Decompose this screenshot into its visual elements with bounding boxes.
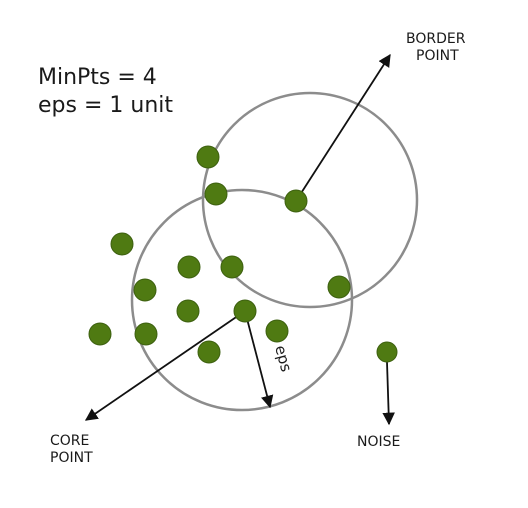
data-point — [88, 322, 112, 346]
data-point — [110, 232, 134, 256]
eps-arrow-label: eps — [271, 343, 295, 373]
minpts-parameter: MinPts = 4 — [38, 65, 157, 90]
core-eps-circle — [130, 188, 354, 412]
data-point — [133, 278, 157, 302]
data-point — [204, 182, 228, 206]
data-point — [177, 255, 201, 279]
border-point-arrow — [295, 53, 391, 202]
core-label-line2: POINT — [50, 450, 93, 466]
data-point — [220, 255, 244, 279]
noise-point — [376, 341, 398, 363]
eps-parameter: eps = 1 unit — [38, 93, 173, 118]
data-point — [327, 275, 351, 299]
noise-label: NOISE — [357, 434, 401, 450]
core-point-arrow — [84, 310, 246, 421]
border-point-label: BORDER POINT — [406, 31, 465, 65]
border-label-line1: BORDER — [406, 31, 466, 47]
border-point — [284, 189, 308, 213]
border-label-line2: POINT — [416, 48, 459, 64]
core-point — [233, 299, 257, 323]
core-label-line1: CORE — [50, 433, 90, 449]
core-point-label: CORE POINT — [50, 433, 93, 467]
data-point — [134, 322, 158, 346]
noise-arrow — [382, 361, 395, 426]
eps-radius-arrow — [244, 310, 274, 409]
data-points — [88, 145, 398, 364]
border-eps-circle — [201, 91, 419, 309]
data-point — [265, 319, 289, 343]
data-point — [176, 299, 200, 323]
data-point — [197, 340, 221, 364]
data-point — [196, 145, 220, 169]
